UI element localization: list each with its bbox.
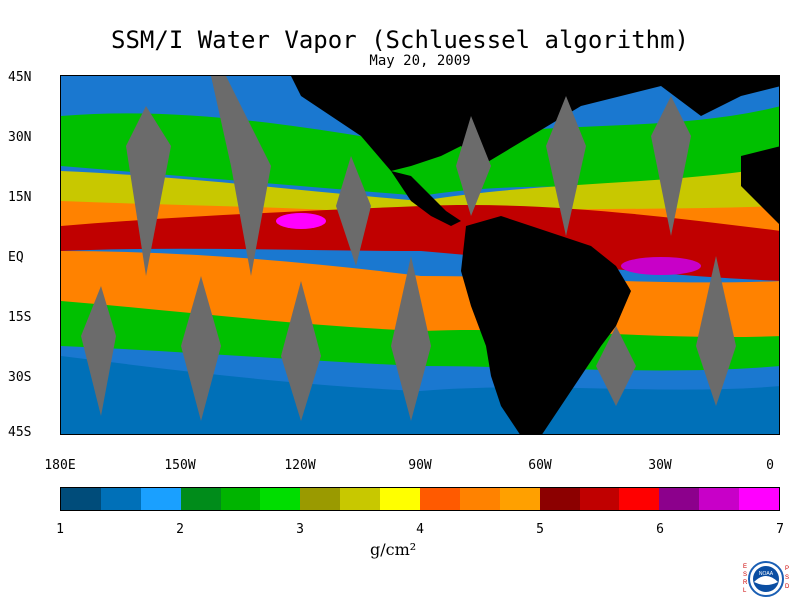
esrl-letter: S (743, 572, 747, 578)
colorbar-tick-label: 6 (656, 522, 664, 537)
lon-label: 30W (648, 458, 672, 473)
vapor-peak-magenta (621, 257, 701, 275)
no-data-swath (126, 106, 171, 276)
colorbar-swatch (619, 488, 660, 510)
land-central-america (391, 171, 461, 226)
no-data-swath (456, 116, 491, 216)
colorbar-tick-label: 1 (56, 522, 64, 537)
lat-label: 45S (8, 425, 32, 440)
colorbar-swatch (340, 488, 381, 510)
colorbar-swatch (180, 488, 221, 510)
colorbar-swatch (61, 488, 101, 510)
map-canvas (61, 76, 779, 434)
lon-label: 180E (44, 458, 76, 473)
psd-letter: P (785, 566, 789, 572)
colorbar-swatch (260, 488, 301, 510)
no-data-swath (181, 276, 221, 421)
land-south-america (461, 216, 631, 434)
colorbar-swatch (100, 488, 141, 510)
no-data-swath (596, 326, 636, 406)
colorbar-tick-label: 3 (296, 522, 304, 537)
lat-label: 30S (8, 370, 32, 385)
lat-label: 30N (8, 130, 32, 145)
colorbar-tick-label: 4 (416, 522, 424, 537)
vapor-peak-magenta (276, 213, 326, 229)
land-north-america (291, 76, 779, 171)
no-data-swath (651, 96, 691, 236)
no-data-swath (81, 286, 116, 416)
colorbar-swatch (739, 488, 780, 510)
no-data-swath (336, 156, 371, 266)
colorbar-swatch (499, 488, 540, 510)
no-data-swath (211, 76, 271, 276)
lat-label: 45N (8, 70, 32, 85)
colorbar-swatch (579, 488, 620, 510)
lat-label: EQ (8, 250, 24, 265)
lat-label: 15N (8, 190, 32, 205)
noaa-logo-text: NOAA (759, 571, 774, 577)
colorbar-tick-label: 7 (776, 522, 784, 537)
colorbar-swatch (420, 488, 460, 510)
land-africa (741, 146, 779, 224)
no-data-swath (391, 256, 431, 421)
lon-label: 60W (528, 458, 552, 473)
vapor-band-south-blue (61, 356, 779, 434)
no-data-swath (696, 256, 736, 406)
colorbar (60, 487, 780, 511)
no-data-swath (546, 96, 586, 236)
colorbar-swatch (380, 488, 421, 510)
colorbar-swatch (220, 488, 261, 510)
lon-label: 90W (408, 458, 432, 473)
colorbar-swatch (300, 488, 341, 510)
colorbar-tick-label: 2 (176, 522, 184, 537)
map-date: May 20, 2009 (369, 53, 471, 69)
colorbar-swatch (140, 488, 181, 510)
colorbar-swatch (459, 488, 500, 510)
colorbar-swatch (699, 488, 740, 510)
lat-label: 15S (8, 310, 32, 325)
noaa-gull-icon (754, 576, 778, 585)
lon-label: 120W (284, 458, 316, 473)
colorbar-swatch (539, 488, 580, 510)
noaa-logo: NOAA E S R L P S D (743, 561, 790, 597)
lon-label: 150W (164, 458, 196, 473)
colorbar-tick-label: 5 (536, 522, 544, 537)
psd-letter: S (785, 575, 789, 581)
colorbar-unit-label: g/cm² (370, 540, 417, 559)
esrl-letter: R (743, 580, 748, 586)
lon-label: 0 (766, 458, 774, 473)
esrl-letter: E (743, 564, 747, 570)
map-title: SSM/I Water Vapor (Schluessel algorithm) (111, 26, 689, 54)
psd-letter: D (785, 584, 790, 590)
colorbar-swatch (659, 488, 700, 510)
esrl-letter: L (743, 588, 747, 594)
no-data-swath (281, 281, 321, 421)
water-vapor-map (60, 75, 780, 435)
